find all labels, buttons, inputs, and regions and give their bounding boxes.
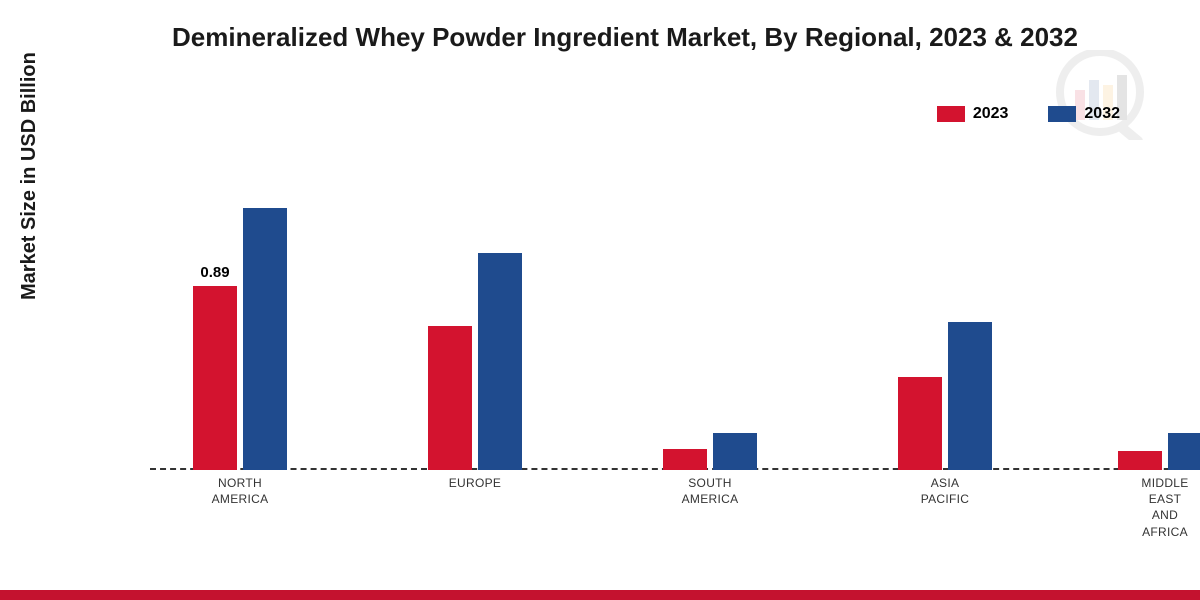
bar xyxy=(243,208,287,470)
bar-group xyxy=(415,253,535,470)
footer-accent-bar xyxy=(0,590,1200,600)
bar xyxy=(478,253,522,470)
chart-title: Demineralized Whey Powder Ingredient Mar… xyxy=(70,10,1180,61)
bar-value-label: 0.89 xyxy=(200,264,229,281)
x-tick-label: EUROPE xyxy=(415,475,535,491)
bar xyxy=(1118,451,1162,470)
bar-group xyxy=(650,433,770,470)
x-tick-label: MIDDLEEASTANDAFRICA xyxy=(1105,475,1200,540)
bar xyxy=(428,326,472,470)
bar xyxy=(663,449,707,470)
legend-label-2032: 2032 xyxy=(1084,105,1120,123)
bar xyxy=(713,433,757,470)
bar xyxy=(898,377,942,470)
legend-swatch-2032 xyxy=(1048,106,1076,122)
bar: 0.89 xyxy=(193,286,237,470)
legend-item-2032: 2032 xyxy=(1048,105,1120,123)
bar-group xyxy=(885,322,1005,471)
x-tick-label: SOUTHAMERICA xyxy=(650,475,770,507)
bar-group xyxy=(1105,433,1200,470)
legend-item-2023: 2023 xyxy=(937,105,1009,123)
x-tick-label: ASIAPACIFIC xyxy=(885,475,1005,507)
bar xyxy=(948,322,992,471)
x-axis-labels: NORTHAMERICA EUROPE SOUTHAMERICA ASIAPACIFI… xyxy=(150,475,1200,555)
chart-area: Demineralized Whey Powder Ingredient Mar… xyxy=(70,10,1180,540)
plot-region: 0.89 xyxy=(150,140,1200,470)
bar-group: 0.89 xyxy=(180,208,300,470)
y-axis-label: Market Size in USD Billion xyxy=(18,52,41,300)
watermark-logo xyxy=(1045,50,1145,145)
legend-label-2023: 2023 xyxy=(973,105,1009,123)
bar xyxy=(1168,433,1200,470)
x-tick-label: NORTHAMERICA xyxy=(180,475,300,507)
legend: 2023 2032 xyxy=(937,105,1120,123)
legend-swatch-2023 xyxy=(937,106,965,122)
